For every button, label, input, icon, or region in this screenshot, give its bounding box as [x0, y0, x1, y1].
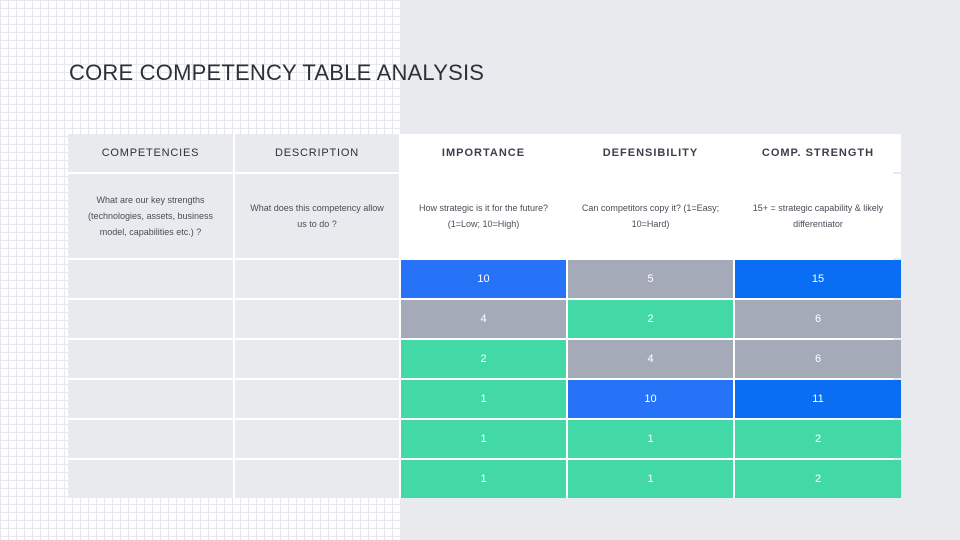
- competency-table: COMPETENCIES DESCRIPTION IMPORTANCE DEFE…: [68, 134, 901, 498]
- header-importance: IMPORTANCE: [401, 134, 566, 172]
- defensibility-cell[interactable]: 1: [568, 420, 733, 458]
- header-defensibility: DEFENSIBILITY: [568, 134, 733, 172]
- desc-defensibility: Can competitors copy it? (1=Easy; 10=Har…: [568, 174, 733, 258]
- description-cell[interactable]: [235, 460, 399, 498]
- competency-cell[interactable]: [68, 340, 233, 378]
- competency-cell[interactable]: [68, 380, 233, 418]
- header-comp-strength: COMP. STRENGTH: [735, 134, 901, 172]
- desc-comp-strength: 15+ = strategic capability & likely diff…: [735, 174, 901, 258]
- description-cell[interactable]: [235, 380, 399, 418]
- importance-cell[interactable]: 1: [401, 420, 566, 458]
- defensibility-cell[interactable]: 4: [568, 340, 733, 378]
- desc-competencies: What are our key strengths (technologies…: [68, 174, 233, 258]
- desc-importance: How strategic is it for the future? (1=L…: [401, 174, 566, 258]
- strength-cell[interactable]: 15: [735, 260, 901, 298]
- header-competencies: COMPETENCIES: [68, 134, 233, 172]
- defensibility-cell[interactable]: 2: [568, 300, 733, 338]
- importance-cell[interactable]: 1: [401, 460, 566, 498]
- page-title: CORE COMPETENCY TABLE ANALYSIS: [69, 60, 485, 85]
- header-description: DESCRIPTION: [235, 134, 399, 172]
- strength-cell[interactable]: 2: [735, 420, 901, 458]
- description-cell[interactable]: [235, 340, 399, 378]
- importance-cell[interactable]: 10: [401, 260, 566, 298]
- description-cell[interactable]: [235, 420, 399, 458]
- desc-description: What does this competency allow us to do…: [235, 174, 399, 258]
- importance-cell[interactable]: 1: [401, 380, 566, 418]
- competency-cell[interactable]: [68, 260, 233, 298]
- description-cell[interactable]: [235, 260, 399, 298]
- importance-cell[interactable]: 2: [401, 340, 566, 378]
- strength-cell[interactable]: 2: [735, 460, 901, 498]
- defensibility-cell[interactable]: 5: [568, 260, 733, 298]
- importance-cell[interactable]: 4: [401, 300, 566, 338]
- competency-cell[interactable]: [68, 460, 233, 498]
- description-cell[interactable]: [235, 300, 399, 338]
- strength-cell[interactable]: 6: [735, 300, 901, 338]
- competency-cell[interactable]: [68, 300, 233, 338]
- strength-cell[interactable]: 11: [735, 380, 901, 418]
- defensibility-cell[interactable]: 1: [568, 460, 733, 498]
- competency-cell[interactable]: [68, 420, 233, 458]
- defensibility-cell[interactable]: 10: [568, 380, 733, 418]
- strength-cell[interactable]: 6: [735, 340, 901, 378]
